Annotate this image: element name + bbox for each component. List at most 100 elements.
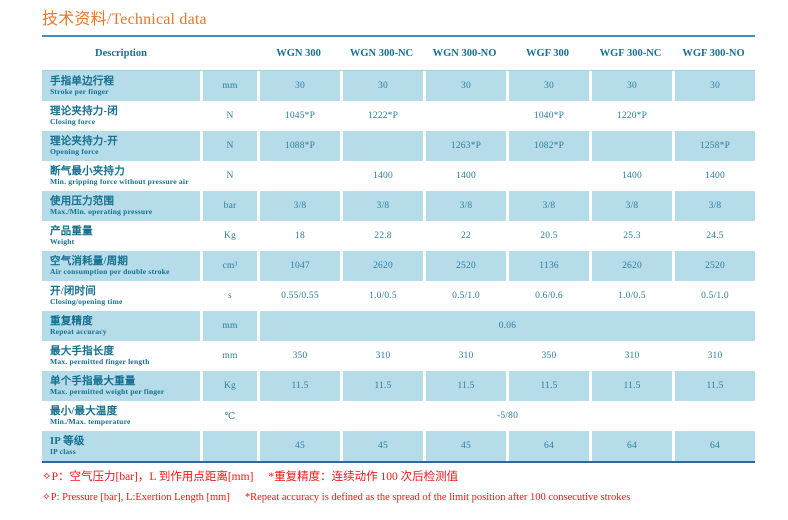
row-unit: mm bbox=[200, 311, 257, 341]
cell-value: 11.5 bbox=[423, 371, 506, 401]
cell-value: 310 bbox=[589, 341, 672, 371]
cell-value: 1136 bbox=[506, 251, 589, 281]
cell-value bbox=[589, 131, 672, 161]
cell-value: 3/8 bbox=[340, 191, 423, 221]
row-label-en: Stroke per finger bbox=[50, 86, 109, 96]
cell-value: 0.6/0.6 bbox=[506, 281, 589, 311]
row-unit: mm bbox=[200, 71, 257, 101]
table-row-temperature: 最小/最大温度 Min./Max. temperature ℃ -5/80 bbox=[42, 401, 755, 431]
cell-value bbox=[506, 161, 589, 191]
cell-value: 22.8 bbox=[340, 221, 423, 251]
column-header-wgf300: WGF 300 bbox=[525, 48, 570, 59]
row-label-zh: 手指单边行程 bbox=[50, 75, 115, 87]
cell-value: 1258*P bbox=[672, 131, 755, 161]
cell-value: 2620 bbox=[589, 251, 672, 281]
row-label-zh: 使用压力范围 bbox=[50, 195, 115, 207]
table-row-stroke-per-finger: 手指单边行程 Stroke per finger mm 30 30 30 30 … bbox=[42, 71, 755, 101]
row-label-zh: IP 等级 bbox=[50, 435, 85, 447]
table-row-min-gripping-force: 断气最小夹持力 Min. gripping force without pres… bbox=[42, 161, 755, 191]
cell-value: 1.0/0.5 bbox=[589, 281, 672, 311]
row-description: 最大手指长度 Max. permitted finger length bbox=[42, 341, 200, 371]
row-description: 断气最小夹持力 Min. gripping force without pres… bbox=[42, 161, 200, 191]
row-label-zh: 开/闭时间 bbox=[50, 285, 96, 297]
table-row-operating-pressure: 使用压力范围 Max./Min. operating pressure bar … bbox=[42, 191, 755, 221]
row-unit: Kg bbox=[200, 371, 257, 401]
cell-value: 1.0/0.5 bbox=[340, 281, 423, 311]
row-unit: cm³ bbox=[200, 251, 257, 281]
cell-value: 3/8 bbox=[672, 191, 755, 221]
row-description: IP 等级 IP class bbox=[42, 431, 200, 461]
row-label-en: Max. permitted finger length bbox=[50, 356, 150, 366]
cell-value: 1400 bbox=[340, 161, 423, 191]
page-title: 技术资料/Technical data bbox=[42, 11, 207, 28]
row-label-zh: 产品重量 bbox=[50, 225, 93, 237]
row-label-en: Closing force bbox=[50, 116, 96, 126]
row-label-zh: 最大手指长度 bbox=[50, 345, 115, 357]
footnote-zh-repeat: *重复精度：连续动作 100 次后检测值 bbox=[268, 471, 459, 483]
row-unit: N bbox=[200, 131, 257, 161]
row-unit: N bbox=[200, 101, 257, 131]
row-label-en: Closing/opening time bbox=[50, 296, 123, 306]
table-row-opening-force: 理论夹持力-开 Opening force N 1088*P 1263*P 10… bbox=[42, 131, 755, 161]
column-header-wgf300nc: WGF 300-NC bbox=[599, 48, 662, 59]
column-header-description: Description bbox=[95, 48, 147, 59]
row-label-en: Air consumption per double stroke bbox=[50, 266, 170, 276]
cell-value: 1040*P bbox=[506, 101, 589, 131]
cell-value: 11.5 bbox=[257, 371, 340, 401]
cell-value-merged: -5/80 bbox=[257, 401, 755, 431]
cell-value: 18 bbox=[257, 221, 340, 251]
cell-value: 3/8 bbox=[506, 191, 589, 221]
footnote-en-repeat: *Repeat accuracy is defined as the sprea… bbox=[244, 492, 631, 503]
cell-value: 11.5 bbox=[672, 371, 755, 401]
row-label-zh: 单个手指最大重量 bbox=[50, 375, 136, 387]
cell-value: 3/8 bbox=[423, 191, 506, 221]
cell-value: 22 bbox=[423, 221, 506, 251]
cell-value: 0.55/0.55 bbox=[257, 281, 340, 311]
table-row-ip-class: IP 等级 IP class 45 45 45 64 64 64 bbox=[42, 431, 755, 461]
cell-value: 3/8 bbox=[589, 191, 672, 221]
row-label-zh: 理论夹持力-闭 bbox=[50, 105, 118, 117]
footnote-zh-pressure: ✧P：空气压力[bar]，L 到作用点距离[mm] bbox=[42, 471, 254, 483]
table-row-max-finger-weight: 单个手指最大重量 Max. permitted weight per finge… bbox=[42, 371, 755, 401]
row-label-en: Weight bbox=[50, 236, 75, 246]
row-description: 理论夹持力-开 Opening force bbox=[42, 131, 200, 161]
cell-value: 1400 bbox=[589, 161, 672, 191]
row-unit: ℃ bbox=[200, 401, 257, 431]
column-header-wgf300no: WGF 300-NO bbox=[682, 48, 745, 59]
table-header-row: Description WGN 300 WGN 300-NC WGN 300-N… bbox=[42, 35, 755, 71]
table-row-weight: 产品重量 Weight Kg 18 22.8 22 20.5 25.3 24.5 bbox=[42, 221, 755, 251]
cell-value: 30 bbox=[506, 71, 589, 101]
table-row-repeat-accuracy: 重复精度 Repeat accuracy mm 0.06 bbox=[42, 311, 755, 341]
row-description: 手指单边行程 Stroke per finger bbox=[42, 71, 200, 101]
row-label-en: Max./Min. operating pressure bbox=[50, 206, 153, 216]
cell-value: 20.5 bbox=[506, 221, 589, 251]
cell-value: 25.3 bbox=[589, 221, 672, 251]
cell-value: 45 bbox=[423, 431, 506, 461]
row-description: 单个手指最大重量 Max. permitted weight per finge… bbox=[42, 371, 200, 401]
row-label-en: Min. gripping force without pressure air bbox=[50, 176, 189, 186]
row-unit: Kg bbox=[200, 221, 257, 251]
row-label-en: IP class bbox=[50, 446, 76, 456]
row-description: 最小/最大温度 Min./Max. temperature bbox=[42, 401, 200, 431]
cell-value: 2520 bbox=[672, 251, 755, 281]
cell-value: 64 bbox=[506, 431, 589, 461]
cell-value bbox=[257, 161, 340, 191]
row-description: 产品重量 Weight bbox=[42, 221, 200, 251]
table-row-closing-force: 理论夹持力-闭 Closing force N 1045*P 1222*P 10… bbox=[42, 101, 755, 131]
row-label-zh: 断气最小夹持力 bbox=[50, 165, 125, 177]
cell-value bbox=[672, 101, 755, 131]
cell-value: 45 bbox=[257, 431, 340, 461]
cell-value: 0.5/1.0 bbox=[423, 281, 506, 311]
row-label-zh: 重复精度 bbox=[50, 315, 93, 327]
column-header-wgn300nc: WGN 300-NC bbox=[349, 48, 414, 59]
cell-value: 45 bbox=[340, 431, 423, 461]
cell-value: 1222*P bbox=[340, 101, 423, 131]
cell-value bbox=[340, 131, 423, 161]
cell-value: 310 bbox=[672, 341, 755, 371]
row-description: 开/闭时间 Closing/opening time bbox=[42, 281, 200, 311]
cell-value: 11.5 bbox=[506, 371, 589, 401]
row-label-en: Repeat accuracy bbox=[50, 326, 107, 336]
cell-value bbox=[423, 101, 506, 131]
cell-value: 3/8 bbox=[257, 191, 340, 221]
cell-value: 1220*P bbox=[589, 101, 672, 131]
